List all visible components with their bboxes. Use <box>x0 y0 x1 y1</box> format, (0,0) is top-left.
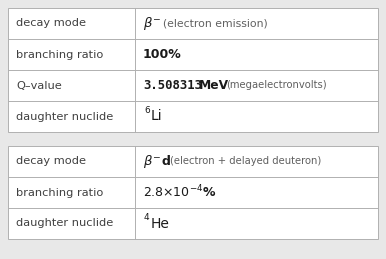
Bar <box>8 146 378 239</box>
Text: Q–value: Q–value <box>16 81 62 90</box>
Text: 100%: 100% <box>143 48 182 61</box>
Text: MeV: MeV <box>199 79 229 92</box>
Text: Li: Li <box>151 110 163 124</box>
Bar <box>8 8 378 132</box>
Text: decay mode: decay mode <box>16 18 86 28</box>
Text: $\beta^{-}$: $\beta^{-}$ <box>143 15 161 32</box>
Text: branching ratio: branching ratio <box>16 188 103 198</box>
Text: $\beta^{-}$: $\beta^{-}$ <box>143 153 161 170</box>
Text: (electron + delayed deuteron): (electron + delayed deuteron) <box>170 156 321 167</box>
Text: branching ratio: branching ratio <box>16 49 103 60</box>
Text: 6: 6 <box>144 106 150 115</box>
Text: 3.508313: 3.508313 <box>143 79 202 92</box>
Text: (electron emission): (electron emission) <box>163 18 268 28</box>
Text: He: He <box>151 217 170 231</box>
Text: daughter nuclide: daughter nuclide <box>16 219 113 228</box>
Text: d: d <box>161 155 170 168</box>
Text: $2.8{\times}10^{-4}$%: $2.8{\times}10^{-4}$% <box>143 184 217 201</box>
Text: daughter nuclide: daughter nuclide <box>16 112 113 121</box>
Text: 4: 4 <box>144 213 150 222</box>
Text: decay mode: decay mode <box>16 156 86 167</box>
Text: (megaelectronvolts): (megaelectronvolts) <box>226 81 327 90</box>
